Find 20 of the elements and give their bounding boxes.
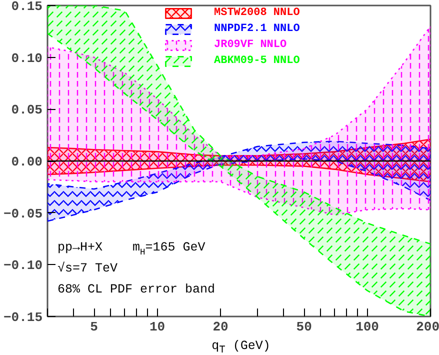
x-tick-label: 100: [356, 320, 380, 334]
y-tick-label: −0.15: [3, 310, 43, 325]
annotation: √s=7 TeV: [58, 262, 118, 276]
x-axis-title: q$_{T}$ (GeV): [210, 338, 272, 355]
y-tick-label: −0.05: [3, 206, 43, 222]
y-tick-label: 0.05: [11, 102, 43, 118]
x-tick-label: 5: [90, 320, 98, 334]
y-tick-label: 0.00: [11, 154, 43, 170]
x-tick-label: 200: [416, 320, 439, 334]
legend-label: ABKM09-5 NNLO: [214, 55, 300, 67]
legend-label: JR09VF NNLO: [214, 39, 287, 51]
x-tick-label: 50: [296, 320, 312, 334]
x-tick-label: 10: [149, 320, 166, 334]
y-tick-label: 0.15: [11, 0, 43, 14]
x-tick-label: 20: [212, 320, 229, 334]
annotation: 68% CL PDF error band: [58, 282, 216, 296]
y-tick-label: −0.10: [3, 258, 43, 274]
legend-label: MSTW2008 NNLO: [214, 7, 300, 19]
y-tick-label: 0.10: [11, 50, 43, 66]
legend-label: NNPDF2.1 NNLO: [214, 23, 300, 35]
